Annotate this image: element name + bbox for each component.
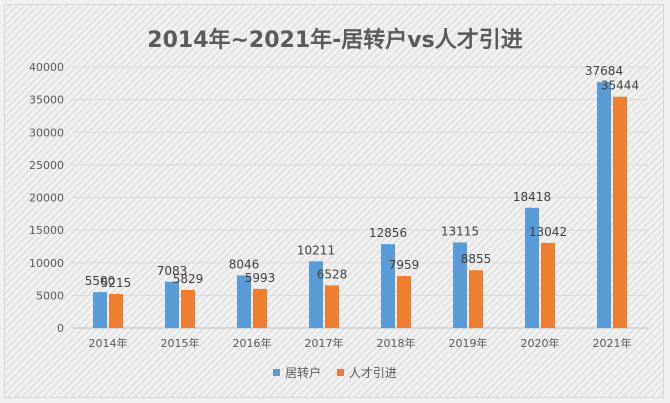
bar-series-1 xyxy=(525,207,539,328)
legend-item-series-1: 居转户 xyxy=(273,364,321,381)
data-label: 8855 xyxy=(461,252,492,266)
bar-series-1 xyxy=(309,261,323,328)
data-label: 7959 xyxy=(389,258,420,272)
data-label: 10211 xyxy=(297,243,335,257)
legend: 居转户 人才引进 xyxy=(0,364,670,381)
chart-title: 2014年~2021年-居转户vs人才引进 xyxy=(147,28,523,53)
data-label: 35444 xyxy=(601,79,639,93)
data-label: 12856 xyxy=(369,226,407,240)
y-tick-label: 35000 xyxy=(29,94,64,107)
x-tick-label: 2015年 xyxy=(161,336,200,350)
bar-series-2 xyxy=(613,96,627,328)
data-label: 13115 xyxy=(441,224,479,238)
bar-series-2 xyxy=(253,288,267,328)
bar-series-2 xyxy=(181,289,195,328)
data-label: 37684 xyxy=(585,64,623,78)
y-tick-label: 0 xyxy=(57,322,64,335)
legend-swatch-series-1 xyxy=(273,369,281,376)
x-tick-label: 2019年 xyxy=(449,336,488,350)
y-tick-label: 15000 xyxy=(29,224,64,237)
legend-item-series-2: 人才引进 xyxy=(336,364,397,381)
data-label: 18418 xyxy=(513,190,551,204)
data-label: 5215 xyxy=(101,276,132,290)
x-tick-label: 2020年 xyxy=(521,336,560,350)
bar-series-1 xyxy=(381,244,395,328)
x-tick-label: 2021年 xyxy=(593,336,632,350)
y-tick-label: 25000 xyxy=(29,159,64,172)
y-tick-label: 10000 xyxy=(29,257,64,270)
bar-series-2 xyxy=(397,276,411,328)
bar-series-2 xyxy=(541,242,555,328)
data-label: 5829 xyxy=(173,272,204,286)
data-label: 13042 xyxy=(529,225,567,239)
data-label: 5500 xyxy=(85,274,116,288)
bar-series-2 xyxy=(109,293,123,328)
bar-series-1 xyxy=(597,82,611,328)
data-label: 6528 xyxy=(317,267,348,281)
x-tick-label: 2018年 xyxy=(377,336,416,350)
bar-series-2 xyxy=(469,270,483,328)
legend-label-series-1: 居转户 xyxy=(285,366,322,380)
x-tick-label: 2017年 xyxy=(305,336,344,350)
y-tick-label: 30000 xyxy=(29,126,64,139)
data-label: 8046 xyxy=(229,257,260,271)
data-label: 7083 xyxy=(157,264,188,278)
bar-series-1 xyxy=(453,242,467,328)
legend-swatch-series-2 xyxy=(336,369,344,376)
bar-series-1 xyxy=(93,292,107,328)
chart-panel xyxy=(4,4,664,398)
y-tick-label: 40000 xyxy=(29,61,64,74)
y-tick-label: 20000 xyxy=(29,192,64,205)
y-tick-label: 5000 xyxy=(36,289,64,302)
bar-series-2 xyxy=(325,285,339,328)
bar-series-1 xyxy=(237,275,251,328)
bar-series-1 xyxy=(165,281,179,328)
x-tick-label: 2014年 xyxy=(89,336,128,350)
x-tick-label: 2016年 xyxy=(233,336,272,350)
legend-label-series-2: 人才引进 xyxy=(348,366,397,380)
data-label: 5993 xyxy=(245,271,276,285)
